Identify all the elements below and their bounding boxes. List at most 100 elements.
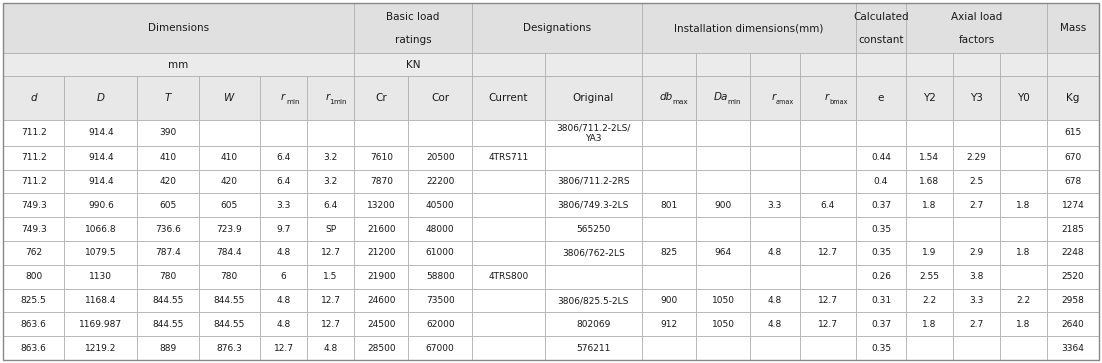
Text: 1.54: 1.54 xyxy=(919,153,939,162)
Bar xyxy=(64,241,138,265)
Text: 2520: 2520 xyxy=(1061,272,1084,281)
Text: 24500: 24500 xyxy=(367,320,396,329)
Text: 876.3: 876.3 xyxy=(216,344,242,352)
Text: Y3: Y3 xyxy=(970,93,983,103)
Text: 2.29: 2.29 xyxy=(966,153,986,162)
Bar xyxy=(856,53,906,76)
Bar xyxy=(198,313,260,336)
Text: 844.55: 844.55 xyxy=(214,320,245,329)
Text: 3.3: 3.3 xyxy=(277,201,291,210)
Bar xyxy=(409,146,472,170)
Text: 40500: 40500 xyxy=(425,201,454,210)
Bar xyxy=(800,53,856,76)
Bar xyxy=(409,76,472,120)
Bar xyxy=(138,120,198,146)
Bar xyxy=(800,313,856,336)
Text: 1.8: 1.8 xyxy=(1016,248,1030,257)
Text: 420: 420 xyxy=(160,177,176,186)
Bar xyxy=(354,120,409,146)
Bar xyxy=(64,265,138,289)
Text: Basic load

ratings: Basic load ratings xyxy=(387,12,440,45)
Bar xyxy=(696,241,750,265)
Text: 863.6: 863.6 xyxy=(21,344,46,352)
Bar xyxy=(545,241,641,265)
Bar xyxy=(472,76,545,120)
Bar xyxy=(307,241,354,265)
Text: 800: 800 xyxy=(25,272,42,281)
Text: 825.5: 825.5 xyxy=(21,296,46,305)
Bar xyxy=(750,170,800,193)
Text: 914.4: 914.4 xyxy=(88,177,114,186)
Bar xyxy=(198,241,260,265)
Text: 2.2: 2.2 xyxy=(922,296,937,305)
Bar xyxy=(800,336,856,360)
Bar xyxy=(409,170,472,193)
Text: 2.55: 2.55 xyxy=(919,272,939,281)
Bar xyxy=(354,289,409,313)
Bar xyxy=(64,217,138,241)
Bar xyxy=(307,193,354,217)
Text: 420: 420 xyxy=(220,177,238,186)
Text: 7610: 7610 xyxy=(370,153,392,162)
Text: W: W xyxy=(224,93,235,103)
Bar xyxy=(800,193,856,217)
Text: 3.2: 3.2 xyxy=(324,177,337,186)
Bar xyxy=(545,120,641,146)
Text: 605: 605 xyxy=(160,201,176,210)
Bar xyxy=(1047,265,1099,289)
Text: 28500: 28500 xyxy=(367,344,396,352)
Bar xyxy=(138,313,198,336)
Text: 20500: 20500 xyxy=(425,153,454,162)
Text: 844.55: 844.55 xyxy=(152,320,184,329)
Bar xyxy=(906,76,953,120)
Bar xyxy=(64,289,138,313)
Bar xyxy=(641,76,696,120)
Bar xyxy=(198,217,260,241)
Bar xyxy=(641,3,856,53)
Text: 1: 1 xyxy=(329,99,334,105)
Bar xyxy=(856,265,906,289)
Bar xyxy=(800,265,856,289)
Bar xyxy=(906,217,953,241)
Bar xyxy=(472,241,545,265)
Text: 723.9: 723.9 xyxy=(216,225,242,234)
Bar xyxy=(1047,336,1099,360)
Bar xyxy=(953,265,1000,289)
Bar xyxy=(1000,313,1047,336)
Text: bmax: bmax xyxy=(829,99,847,105)
Bar xyxy=(260,120,307,146)
Bar xyxy=(856,120,906,146)
Bar xyxy=(750,146,800,170)
Bar xyxy=(800,146,856,170)
Bar xyxy=(641,193,696,217)
Text: SP: SP xyxy=(325,225,336,234)
Text: mm: mm xyxy=(169,60,188,70)
Text: 1168.4: 1168.4 xyxy=(85,296,117,305)
Bar xyxy=(3,53,354,76)
Text: 7870: 7870 xyxy=(370,177,392,186)
Text: d: d xyxy=(31,93,37,103)
Bar xyxy=(138,289,198,313)
Bar xyxy=(1000,170,1047,193)
Bar xyxy=(3,217,64,241)
Bar xyxy=(750,336,800,360)
Text: 2640: 2640 xyxy=(1061,320,1084,329)
Text: 0.35: 0.35 xyxy=(871,344,892,352)
Text: 749.3: 749.3 xyxy=(21,225,46,234)
Bar xyxy=(953,193,1000,217)
Bar xyxy=(307,170,354,193)
Bar xyxy=(545,313,641,336)
Bar xyxy=(307,120,354,146)
Text: 13200: 13200 xyxy=(367,201,396,210)
Bar xyxy=(472,313,545,336)
Text: 3.3: 3.3 xyxy=(768,201,782,210)
Text: Installation dimensions(mm): Installation dimensions(mm) xyxy=(674,23,823,33)
Bar xyxy=(906,3,1047,53)
Text: 2.9: 2.9 xyxy=(970,248,984,257)
Bar xyxy=(138,336,198,360)
Text: 784.4: 784.4 xyxy=(216,248,242,257)
Bar xyxy=(354,76,409,120)
Text: 3.8: 3.8 xyxy=(970,272,984,281)
Bar xyxy=(696,217,750,241)
Bar xyxy=(472,336,545,360)
